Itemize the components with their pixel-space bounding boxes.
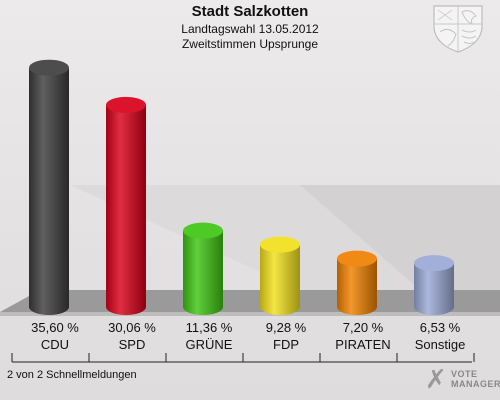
bar-spd bbox=[106, 96, 146, 316]
bar-piraten bbox=[337, 250, 377, 315]
bar-sonstige bbox=[414, 255, 454, 315]
chart-title: Stadt Salzkotten bbox=[191, 3, 309, 20]
logo-mark-icon: ✗ bbox=[425, 364, 447, 394]
report-status-note: 2 von 2 Schnellmeldungen bbox=[7, 369, 137, 381]
bar-fdp bbox=[260, 236, 300, 315]
bar-top bbox=[29, 59, 69, 76]
category-label: GRÜNE bbox=[186, 337, 233, 352]
value-label: 9,28 % bbox=[266, 320, 307, 335]
category-label: SPD bbox=[119, 337, 146, 352]
bar-cdu bbox=[29, 59, 69, 315]
bar-top bbox=[260, 236, 300, 253]
x-axis bbox=[11, 353, 475, 363]
bar-body bbox=[260, 244, 300, 315]
value-label: 30,06 % bbox=[108, 320, 156, 335]
value-label: 11,36 % bbox=[186, 320, 233, 335]
bar-body bbox=[337, 258, 377, 315]
chart-subtitle-2: Zweitstimmen Upsprunge bbox=[181, 37, 319, 51]
bar-body bbox=[29, 67, 69, 315]
bar-grüne bbox=[183, 222, 223, 315]
chart-bars bbox=[29, 59, 454, 316]
category-label: Sonstige bbox=[415, 337, 466, 352]
bar-top bbox=[106, 96, 146, 113]
bar-top bbox=[337, 250, 377, 267]
logo-line-2: MANAGER bbox=[451, 379, 500, 389]
value-label: 6,53 % bbox=[420, 320, 461, 335]
coat-of-arms-icon bbox=[433, 5, 483, 53]
logo-line-1: VOTE bbox=[451, 369, 478, 379]
chart-labels: 35,60 % CDU 30,06 % SPD 11,36 % GRÜNE 9,28 % FD… bbox=[11, 320, 475, 363]
stage-base bbox=[0, 312, 500, 316]
category-label: FDP bbox=[273, 337, 299, 352]
bar-body bbox=[414, 263, 454, 315]
bar-top bbox=[183, 222, 223, 239]
category-label: CDU bbox=[41, 337, 69, 352]
bar-top bbox=[414, 255, 454, 272]
bar-body bbox=[106, 104, 146, 316]
category-label: PIRATEN bbox=[335, 337, 390, 352]
value-label: 7,20 % bbox=[343, 320, 384, 335]
chart-subtitle: Landtagswahl 13.05.2012 bbox=[181, 22, 319, 36]
value-label: 35,60 % bbox=[31, 320, 79, 335]
bar-body bbox=[183, 230, 223, 315]
